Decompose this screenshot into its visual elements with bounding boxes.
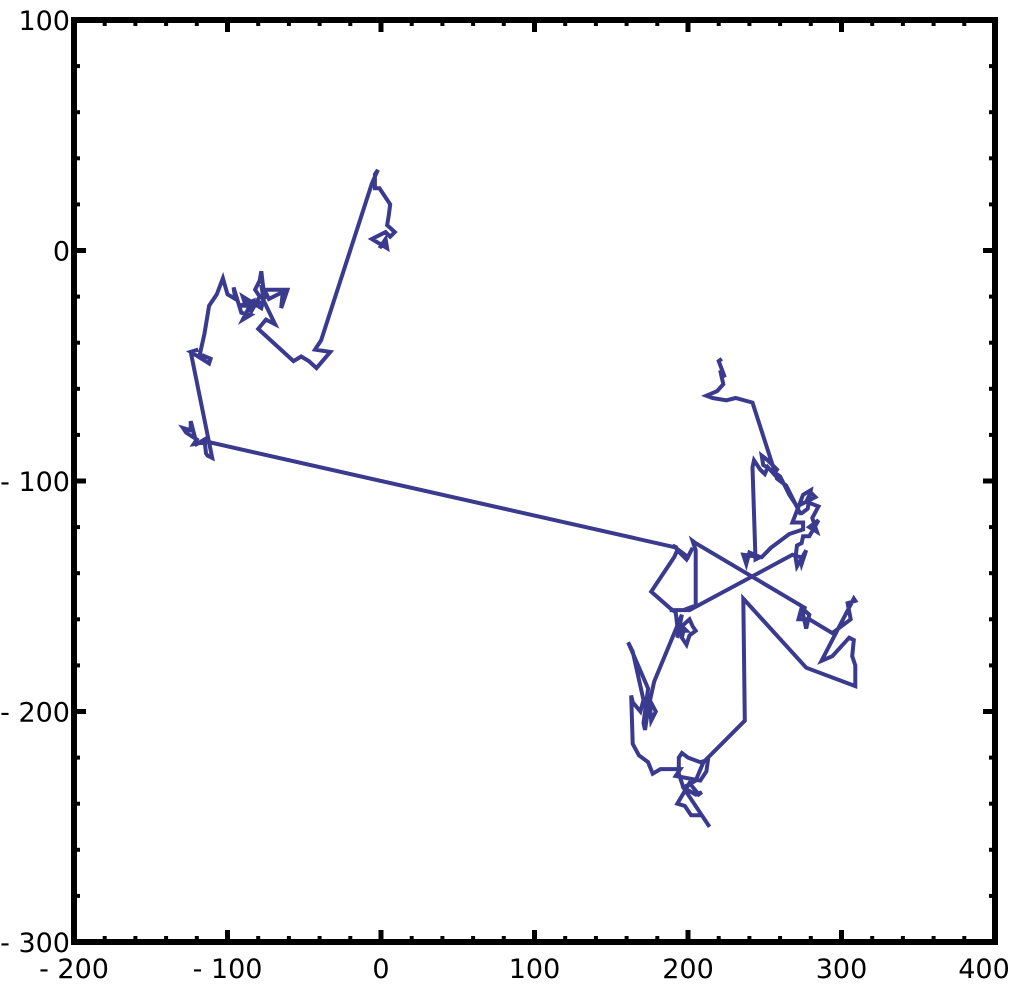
- series-line: [178, 168, 859, 828]
- x-tick-label: 0: [372, 954, 389, 985]
- y-tick-label: 0: [53, 237, 70, 268]
- y-tick-label: - 100: [0, 467, 70, 498]
- plot-frame: [71, 17, 998, 945]
- x-tick-label: - 100: [193, 954, 263, 985]
- x-tick-label: 300: [816, 954, 868, 985]
- x-tick-label: 400: [958, 954, 1010, 985]
- y-tick-label: 100: [18, 6, 70, 37]
- y-tick-label: - 200: [0, 698, 70, 729]
- data-layer: [178, 168, 859, 828]
- x-tick-label: - 200: [39, 954, 109, 985]
- y-tick-label: - 300: [0, 928, 70, 959]
- x-tick-label: 100: [509, 954, 561, 985]
- x-tick-label: 200: [662, 954, 714, 985]
